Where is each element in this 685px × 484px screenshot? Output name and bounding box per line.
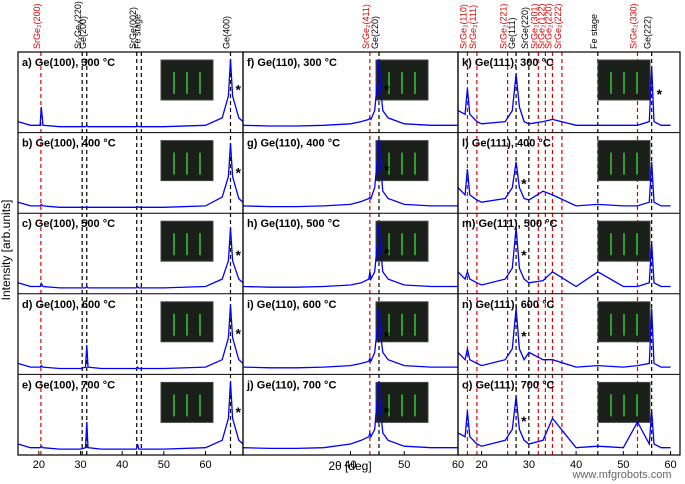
reference-label: Ge(200) — [78, 16, 88, 49]
peak-annotation: * — [384, 82, 390, 98]
reference-label: SrGe₂(222) — [553, 3, 563, 49]
reference-label: SrGe₂(221) — [499, 3, 509, 49]
peak-annotation: * — [521, 328, 527, 344]
panel-label: i) Ge(110), 600 °C — [247, 299, 336, 311]
panel-label: e) Ge(100), 700 °C — [22, 379, 115, 391]
spectrum-line — [242, 59, 458, 127]
panel-label: d) Ge(100), 600 °C — [22, 299, 116, 311]
spectrum-line — [242, 381, 458, 450]
spectrum-line — [17, 304, 244, 370]
peak-annotation: * — [521, 247, 527, 263]
peak-annotation: * — [384, 404, 390, 420]
peak-annotation: * — [384, 328, 390, 344]
panel-label: o) Ge(111), 700 °C — [462, 379, 554, 391]
x-tick-label: 50 — [158, 459, 170, 471]
reference-label: Ge(220) — [370, 16, 380, 49]
spectrum-line — [457, 66, 671, 126]
peak-annotation: * — [521, 175, 527, 191]
x-tick-label: 50 — [617, 459, 629, 471]
x-tick-label: 60 — [664, 459, 676, 471]
reference-label: SrGe₂(122) — [536, 3, 546, 49]
x-tick-label: 60 — [452, 459, 464, 471]
x-tick-label: 50 — [398, 459, 410, 471]
x-tick-label: 60 — [199, 459, 211, 471]
panel-label: h) Ge(110), 500 °C — [247, 218, 340, 230]
spectrum-line — [457, 308, 671, 368]
peak-annotation: * — [236, 82, 242, 98]
reference-label: SrGe₂(111) — [468, 5, 478, 49]
x-tick-label: 30 — [74, 459, 86, 471]
spectrum-line — [242, 139, 458, 208]
spectrum-line — [17, 227, 244, 289]
reference-label: SrGe₂(110) — [458, 4, 468, 49]
reference-label: SrGe₂(301) — [529, 3, 539, 49]
reference-label: SrGe₂(220) — [543, 3, 553, 49]
reference-label: Fe stage — [132, 14, 142, 49]
panel-label: f) Ge(110), 300 °C — [247, 57, 337, 69]
y-axis-label: Intensity [arb.units] — [0, 200, 13, 301]
reference-label: SrGe₂(200) — [32, 3, 42, 49]
peak-annotation: * — [521, 413, 527, 429]
x-axis-label: 2θ [deg] — [328, 459, 371, 473]
x-tick-label: 20 — [475, 459, 487, 471]
panel-label: c) Ge(100), 500 °C — [22, 218, 115, 230]
peak-annotation: * — [657, 86, 663, 102]
peak-annotation: * — [236, 404, 242, 420]
panel-label: k) Ge(111), 300 °C — [462, 57, 554, 69]
reference-label: Fe stage — [589, 14, 599, 49]
x-tick-label: 40 — [116, 459, 128, 471]
peak-annotation: * — [236, 326, 242, 342]
column-frame — [457, 51, 681, 456]
x-tick-label: 20 — [33, 459, 45, 471]
panel-label: g) Ge(110), 400 °C — [247, 138, 340, 150]
panel-label: n) Ge(111), 600 °C — [462, 299, 554, 311]
spectrum-line — [17, 143, 244, 208]
panel-label: m) Ge(111), 500 °C — [462, 218, 558, 230]
panel-label: l) Ge(111), 400 °C — [462, 138, 551, 150]
peak-annotation: * — [384, 245, 390, 261]
x-tick-label: 40 — [570, 459, 582, 471]
panel-label: a) Ge(100), 300 °C — [22, 57, 115, 69]
reference-label: SrGe₂(330) — [628, 3, 638, 49]
spectrum-line — [457, 161, 671, 207]
x-tick-label: 40 — [344, 459, 356, 471]
reference-label: Ge(400) — [222, 16, 232, 49]
panel-label: b) Ge(100), 400 °C — [22, 138, 116, 150]
spectrum-line — [242, 308, 458, 369]
panel-label: j) Ge(110), 700 °C — [246, 379, 336, 391]
spectrum-line — [17, 381, 244, 450]
reference-label: SrₓGeᵧ(220) — [73, 1, 83, 49]
peak-annotation: * — [384, 162, 390, 178]
x-tick-label: 30 — [523, 459, 535, 471]
reference-label: SrGe₂(411) — [361, 4, 371, 49]
spectrum-line — [457, 396, 671, 449]
reference-label: SrGe(002) — [128, 7, 138, 49]
peak-annotation: * — [236, 164, 242, 180]
watermark: www.mfgrobots.com — [571, 469, 671, 481]
reference-label: SrGe(220) — [520, 7, 530, 49]
peak-annotation: * — [236, 247, 242, 263]
reference-label: Ge(222) — [643, 16, 653, 49]
spectrum-line — [17, 59, 244, 128]
spectrum-line — [457, 227, 671, 288]
reference-label: Ge(111) — [507, 17, 517, 49]
spectrum-line — [242, 224, 458, 288]
